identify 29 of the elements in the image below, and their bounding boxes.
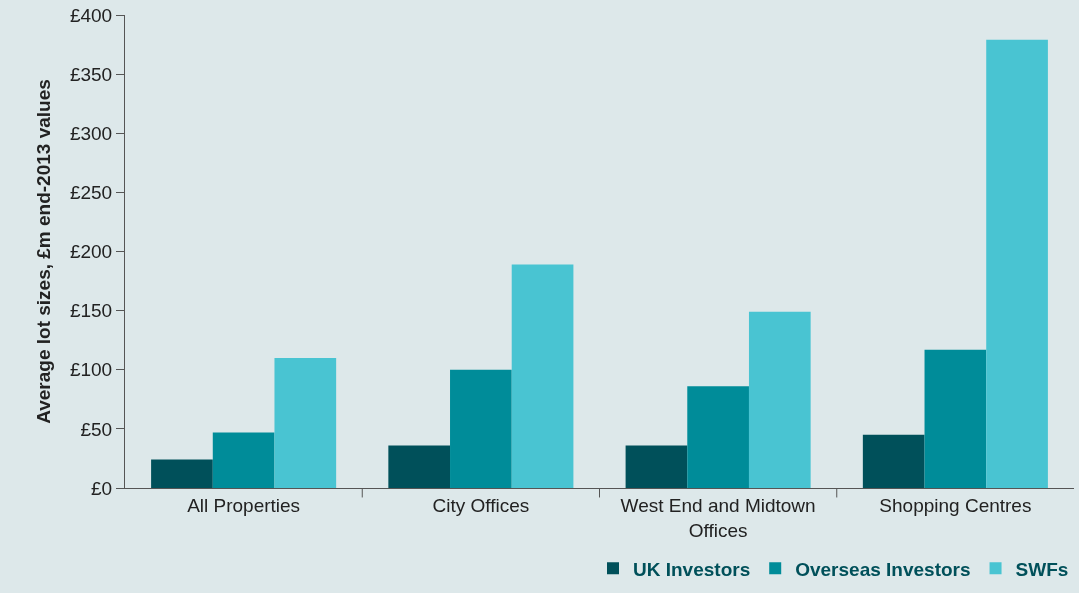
y-tick-label: £100 xyxy=(69,359,113,381)
y-tick-label: £400 xyxy=(69,4,113,26)
bar xyxy=(924,349,987,488)
bar xyxy=(748,311,811,488)
y-tick-label: £50 xyxy=(80,418,113,440)
bar xyxy=(212,432,275,488)
y-tick-label: £200 xyxy=(69,241,113,263)
bar xyxy=(625,445,688,488)
bar xyxy=(274,357,337,488)
y-axis-title: Average lot sizes, £m end-2013 values xyxy=(32,79,54,424)
bar xyxy=(986,39,1048,488)
x-tick-label: Shopping Centres xyxy=(879,494,1032,516)
legend-label: SWFs xyxy=(1015,558,1069,580)
y-tick-label: £150 xyxy=(69,300,113,322)
bar xyxy=(388,445,451,488)
y-tick-label: £0 xyxy=(91,477,113,499)
bar xyxy=(511,264,574,488)
x-tick-label: West End and Midtown Offices xyxy=(620,494,816,541)
y-tick-label: £350 xyxy=(69,63,113,85)
y-tick-label: £250 xyxy=(69,182,113,204)
bar xyxy=(862,434,925,488)
x-tick-label: All Properties xyxy=(187,494,301,516)
legend-label: Overseas Investors xyxy=(795,558,971,580)
x-tick-label: City Offices xyxy=(432,494,530,516)
legend-label: UK Investors xyxy=(633,558,751,580)
bar xyxy=(687,386,749,488)
bar xyxy=(151,459,213,488)
y-tick-label: £300 xyxy=(69,122,113,144)
bar xyxy=(450,369,512,488)
